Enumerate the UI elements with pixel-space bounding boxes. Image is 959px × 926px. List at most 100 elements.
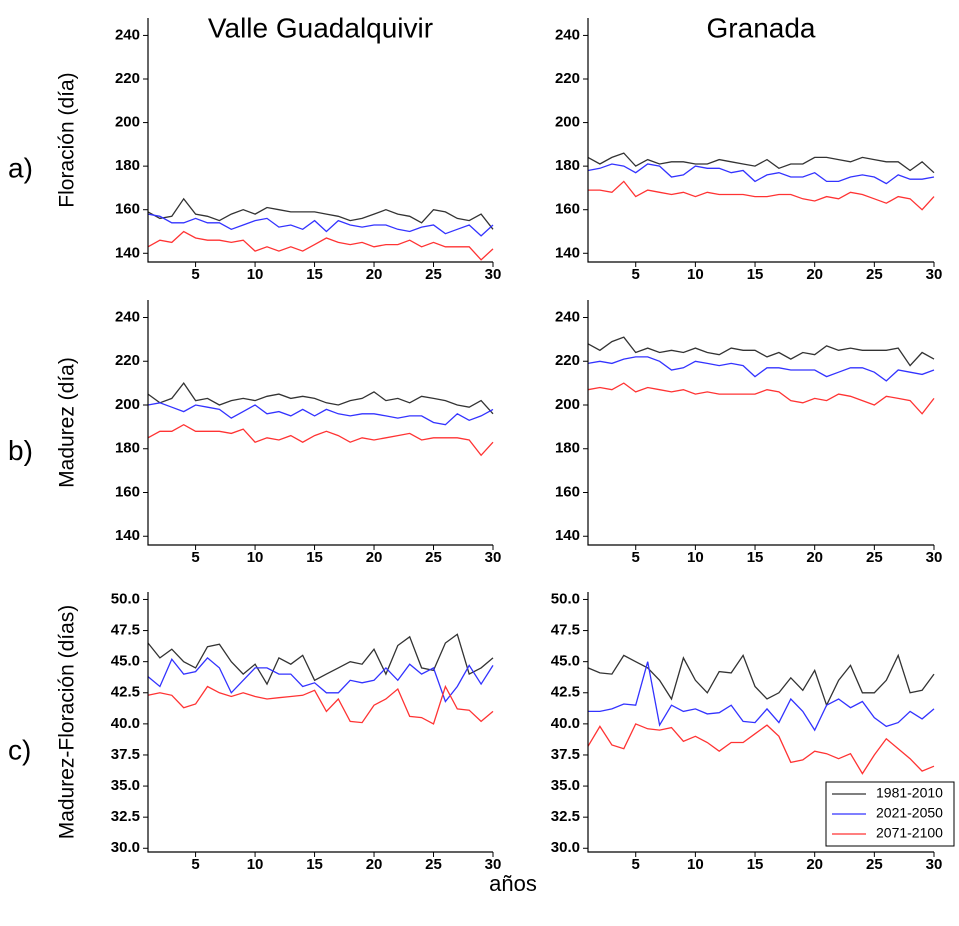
legend: 1981-2010 2021-2050 2071-2100	[825, 781, 955, 847]
y-tick-label: 240	[115, 26, 140, 43]
x-tick-label: 30	[926, 266, 943, 283]
series-line	[588, 661, 935, 732]
y-tick-label: 200	[555, 114, 580, 131]
series-line	[587, 356, 935, 382]
x-tick-label: 5	[191, 856, 199, 873]
y-tick-label: 140	[555, 244, 580, 261]
y-tick-label: 160	[555, 201, 580, 218]
x-tick-label: 30	[926, 856, 943, 873]
y-tick-label: 35.0	[111, 777, 140, 794]
y-tick-label: 220	[115, 352, 140, 369]
x-axis-label: años	[489, 871, 537, 896]
column-title: Granada	[707, 12, 816, 43]
y-tick-label: 180	[555, 440, 580, 457]
x-tick-label: 10	[687, 266, 704, 283]
legend-label: 1981-2010	[876, 785, 943, 801]
y-tick-label: 30.0	[551, 839, 580, 856]
x-tick-label: 20	[366, 549, 383, 566]
y-tick-label: 180	[555, 157, 580, 174]
x-tick-label: 5	[632, 266, 640, 283]
panel-label: a)	[8, 152, 33, 183]
x-tick-label: 25	[425, 856, 442, 873]
x-tick-label: 5	[191, 266, 199, 283]
x-tick-label: 15	[747, 549, 764, 566]
y-tick-label: 220	[115, 70, 140, 87]
y-tick-label: 220	[555, 352, 580, 369]
y-tick-label: 140	[555, 527, 580, 544]
x-tick-label: 25	[866, 856, 883, 873]
panel-label: b)	[8, 435, 33, 466]
y-tick-label: 50.0	[551, 590, 580, 607]
x-tick-label: 15	[747, 266, 764, 283]
x-tick-label: 30	[485, 266, 502, 283]
y-tick-label: 200	[115, 114, 140, 131]
x-tick-label: 25	[866, 549, 883, 566]
y-tick-label: 180	[115, 157, 140, 174]
y-tick-label: 40.0	[551, 715, 580, 732]
legend-label: 2021-2050	[876, 805, 943, 821]
series-line	[587, 163, 935, 185]
series-line	[147, 656, 494, 703]
y-tick-label: 240	[115, 308, 140, 325]
x-tick-label: 20	[806, 549, 823, 566]
y-tick-label: 40.0	[111, 715, 140, 732]
axes	[587, 592, 934, 853]
y-tick-label: 160	[555, 483, 580, 500]
legend-label: 2071-2100	[876, 825, 943, 841]
x-tick-label: 20	[806, 266, 823, 283]
x-tick-label: 25	[425, 549, 442, 566]
y-tick-label: 35.0	[551, 777, 580, 794]
x-tick-label: 10	[247, 266, 264, 283]
series-line	[588, 180, 935, 211]
y-tick-label: 45.0	[111, 653, 140, 670]
y-tick-label: 180	[115, 440, 140, 457]
series-line	[147, 684, 494, 725]
x-tick-label: 20	[806, 856, 823, 873]
series-line	[147, 402, 494, 426]
x-tick-label: 30	[485, 856, 502, 873]
series-line	[587, 336, 935, 367]
x-tick-label: 5	[191, 549, 199, 566]
y-axis-label: Madurez (día)	[56, 357, 79, 488]
series-line	[587, 152, 935, 174]
series-line	[147, 423, 494, 457]
y-tick-label: 160	[115, 201, 140, 218]
y-tick-label: 140	[115, 244, 140, 261]
panel-label: c)	[8, 734, 31, 765]
column-title: Valle Guadalquivir	[208, 12, 433, 43]
axes	[147, 592, 493, 853]
x-tick-label: 10	[687, 856, 704, 873]
x-tick-label: 25	[866, 266, 883, 283]
y-axis-label: Madurez-Floración (días)	[56, 605, 79, 840]
y-tick-label: 32.5	[551, 808, 580, 825]
x-tick-label: 15	[306, 266, 323, 283]
series-line	[147, 230, 494, 261]
y-tick-label: 37.5	[111, 746, 140, 763]
x-tick-label: 15	[306, 856, 323, 873]
x-tick-label: 10	[247, 549, 264, 566]
x-tick-label: 30	[926, 549, 943, 566]
axes	[587, 18, 934, 263]
y-tick-label: 240	[555, 26, 580, 43]
axes	[147, 300, 493, 546]
y-axis-label: Floración (día)	[56, 72, 79, 207]
axes	[147, 18, 493, 263]
x-tick-label: 5	[632, 856, 640, 873]
x-tick-label: 20	[366, 856, 383, 873]
x-tick-label: 10	[687, 549, 704, 566]
series-line	[147, 213, 494, 237]
series-line	[147, 381, 494, 415]
x-tick-label: 20	[366, 266, 383, 283]
y-tick-label: 220	[555, 70, 580, 87]
y-tick-label: 42.5	[111, 684, 140, 701]
y-tick-label: 47.5	[111, 622, 140, 639]
y-tick-label: 200	[115, 396, 140, 413]
y-tick-label: 30.0	[111, 839, 140, 856]
y-tick-label: 200	[555, 396, 580, 413]
x-tick-label: 10	[247, 856, 264, 873]
y-tick-label: 32.5	[111, 808, 140, 825]
y-tick-label: 160	[115, 483, 140, 500]
y-tick-label: 37.5	[551, 746, 580, 763]
y-tick-label: 45.0	[551, 653, 580, 670]
